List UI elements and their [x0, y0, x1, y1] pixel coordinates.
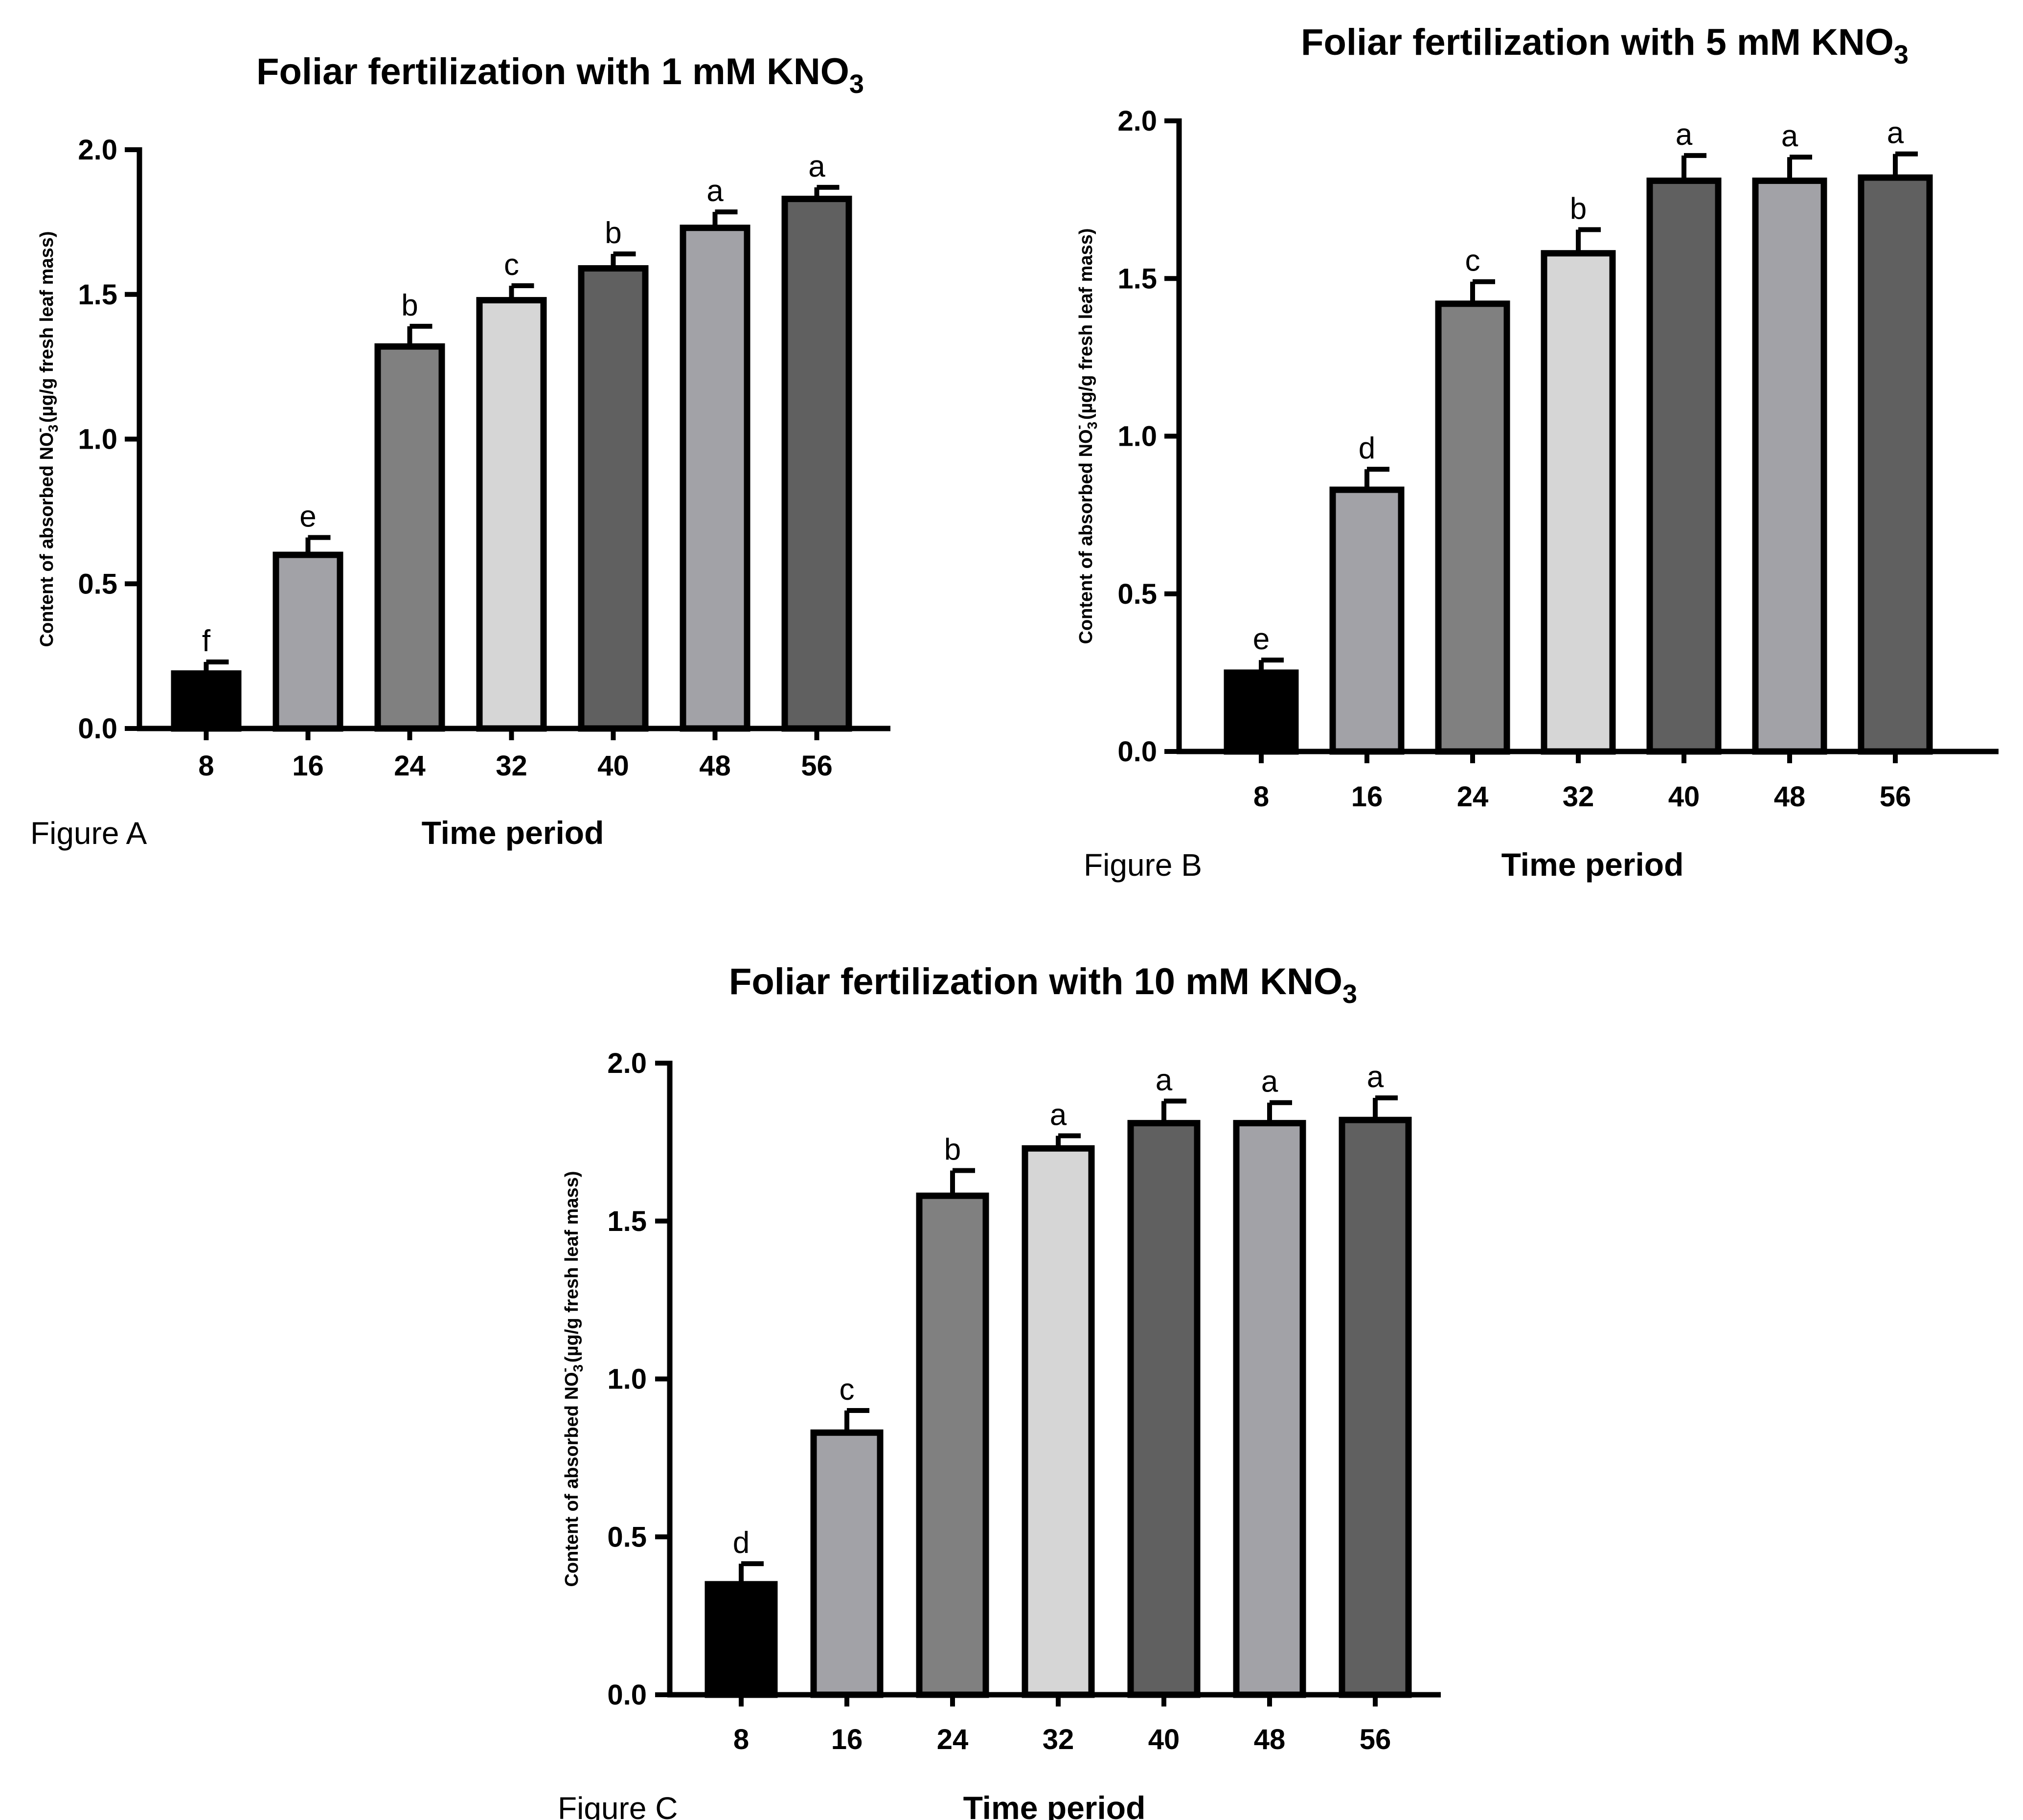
x-tick-label: 8 [733, 1724, 749, 1755]
significance-label: d [1359, 432, 1375, 465]
significance-label: d [733, 1526, 750, 1560]
chart-title: Foliar fertilization with 1 mM KNO3 [256, 51, 864, 99]
significance-label: a [1676, 118, 1693, 152]
x-tick-label: 56 [1880, 781, 1911, 813]
significance-label: e [299, 500, 316, 534]
chart-title: Foliar fertilization with 5 mM KNO3 [1301, 22, 1909, 69]
x-tick-label: 48 [1254, 1724, 1286, 1755]
x-tick-label: 16 [292, 750, 324, 782]
bar [1022, 1145, 1095, 1698]
bar [171, 670, 242, 732]
y-tick-label: 2.0 [607, 1047, 647, 1079]
y-tick-label: 1.5 [607, 1206, 647, 1237]
y-tick-label: 0.5 [78, 568, 117, 600]
significance-label: a [808, 150, 825, 183]
figure-label: Figure A [30, 816, 147, 851]
x-tick-label: 32 [1563, 781, 1594, 813]
bar [781, 196, 852, 732]
bar [1646, 177, 1722, 755]
x-tick-label: 24 [1457, 781, 1489, 813]
y-tick-label: 0.5 [607, 1521, 647, 1553]
bar [1233, 1120, 1306, 1698]
x-tick-label: 40 [597, 750, 629, 782]
y-tick-label: 1.0 [607, 1364, 647, 1395]
bar [374, 343, 445, 732]
y-tick-label: 0.0 [607, 1679, 647, 1711]
y-tick-label: 0.0 [1117, 736, 1157, 768]
figure-label: Figure B [1084, 847, 1202, 883]
significance-label: b [401, 289, 418, 322]
x-tick-label: 48 [1774, 781, 1806, 813]
bar [810, 1429, 884, 1698]
significance-label: b [944, 1133, 961, 1166]
y-tick-label: 2.0 [1117, 105, 1157, 137]
bar [1752, 177, 1827, 755]
significance-label: b [1570, 192, 1587, 226]
significance-label: c [1465, 244, 1480, 278]
bar [1858, 174, 1933, 755]
x-axis-label: Time period [963, 1790, 1146, 1820]
x-axis-label: Time period [1501, 846, 1684, 883]
x-tick-label: 56 [801, 750, 833, 782]
x-tick-label: 8 [1253, 781, 1269, 813]
x-tick-label: 24 [394, 750, 426, 782]
y-axis-label: Content of absorbed NO3- (µg/g fresh lea… [557, 1171, 586, 1587]
chart-a: Foliar fertilization with 1 mM KNO3 f 8 e 16… [30, 51, 890, 851]
significance-label: a [1781, 119, 1798, 153]
bar [1224, 669, 1299, 755]
significance-label: a [1156, 1063, 1173, 1097]
figure-label: Figure C [558, 1791, 678, 1820]
chart-c: Foliar fertilization with 10 mM KNO3 d 8 c 1… [557, 961, 1441, 1820]
bar [1541, 250, 1616, 755]
y-tick-label: 1.0 [78, 424, 117, 455]
x-tick-label: 24 [937, 1724, 969, 1755]
bar [680, 225, 750, 732]
y-axis-label: Content of absorbed NO3- (µg/g fresh lea… [32, 231, 61, 647]
significance-label: c [840, 1373, 855, 1407]
significance-label: f [202, 624, 211, 658]
x-tick-label: 32 [496, 750, 527, 782]
significance-label: b [605, 216, 621, 250]
significance-label: c [504, 248, 519, 282]
significance-label: a [1367, 1060, 1384, 1094]
chart-b: Foliar fertilization with 5 mM KNO3 e 8 d 16… [1071, 22, 1999, 883]
significance-label: a [706, 174, 724, 208]
x-tick-label: 48 [699, 750, 731, 782]
x-tick-label: 16 [831, 1724, 863, 1755]
significance-label: a [1261, 1065, 1278, 1099]
x-tick-label: 40 [1668, 781, 1700, 813]
y-tick-label: 2.0 [78, 134, 117, 166]
y-tick-label: 0.5 [1117, 578, 1157, 610]
significance-label: e [1253, 622, 1270, 656]
x-tick-label: 40 [1148, 1724, 1180, 1755]
x-tick-label: 8 [198, 750, 214, 782]
bar [1127, 1120, 1201, 1698]
x-tick-label: 56 [1360, 1724, 1391, 1755]
x-axis-label: Time period [422, 815, 604, 851]
bar [705, 1581, 778, 1698]
bar [476, 297, 547, 732]
y-tick-label: 1.0 [1117, 421, 1157, 453]
bar [1435, 300, 1510, 755]
significance-label: a [1887, 116, 1904, 150]
y-axis-label: Content of absorbed NO3- (µg/g fresh lea… [1071, 228, 1100, 644]
bar [1329, 486, 1405, 755]
y-tick-label: 1.5 [78, 279, 117, 311]
bar [273, 551, 343, 732]
y-tick-label: 1.5 [1117, 263, 1157, 295]
y-tick-label: 0.0 [78, 713, 117, 745]
significance-label: a [1050, 1098, 1067, 1132]
x-tick-label: 32 [1043, 1724, 1074, 1755]
x-tick-label: 16 [1351, 781, 1383, 813]
bar [1339, 1116, 1412, 1698]
bar [916, 1192, 989, 1698]
bar [578, 265, 649, 732]
chart-title: Foliar fertilization with 10 mM KNO3 [729, 961, 1357, 1009]
